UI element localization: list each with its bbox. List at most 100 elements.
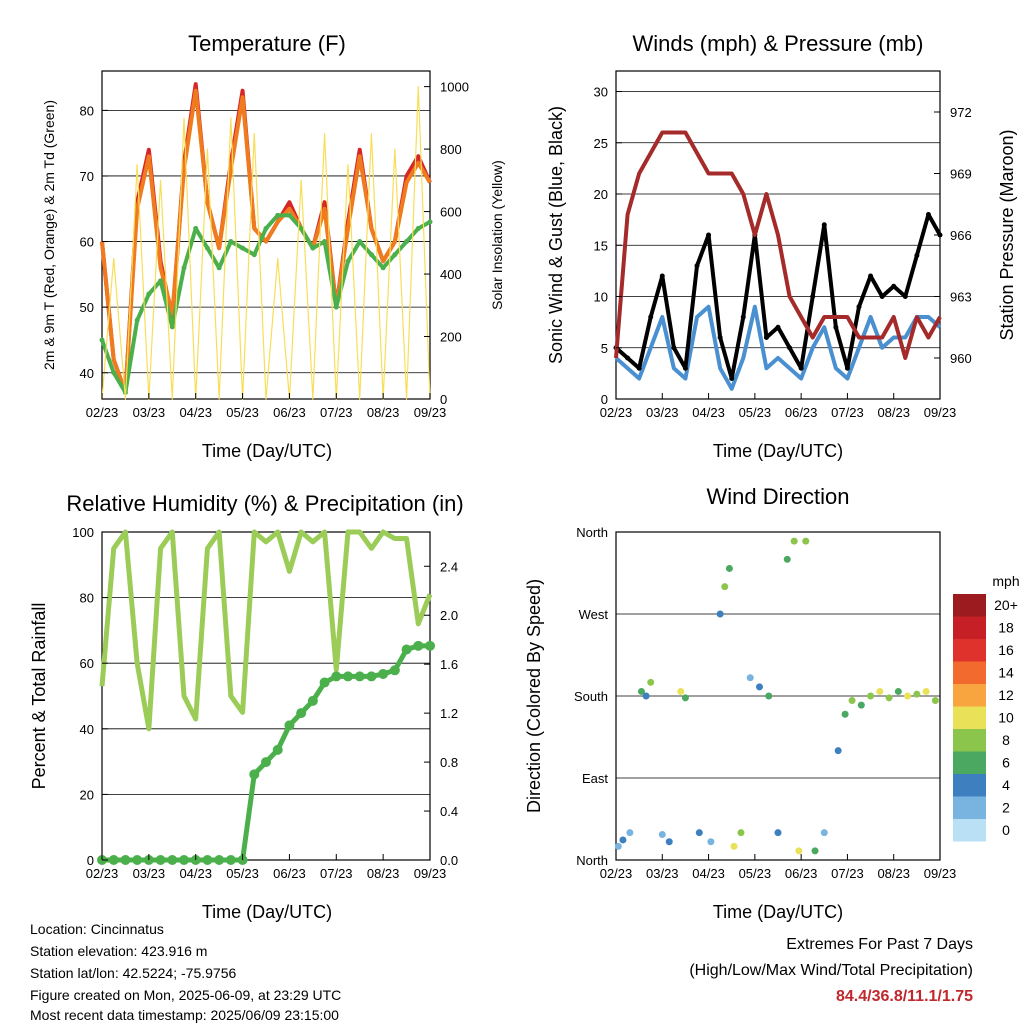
colorbar-label: 6 xyxy=(1002,755,1010,771)
data-point xyxy=(636,365,642,371)
x-tick-label: 02/23 xyxy=(86,866,119,881)
info-location: Location: Cincinnatus xyxy=(30,921,164,937)
data-point xyxy=(343,671,353,682)
direction-point xyxy=(695,829,703,837)
data-point xyxy=(179,855,189,865)
colorbar-label: 8 xyxy=(1002,732,1010,748)
y-tick-label: 20 xyxy=(594,187,608,202)
direction-point xyxy=(737,829,745,837)
data-point xyxy=(694,263,700,269)
colorbar-swatch xyxy=(953,729,986,752)
data-point xyxy=(415,225,421,231)
data-point xyxy=(286,212,292,218)
winds-panel: 0 5 10 15 20 25 30 960 963 966 969 972 02/23 03/23 04/… xyxy=(546,31,1017,461)
direction-point xyxy=(647,678,655,686)
data-point xyxy=(902,294,908,299)
y-tick-label: North xyxy=(576,853,608,868)
direction-point xyxy=(681,694,689,702)
y-tick-label: 40 xyxy=(80,366,94,381)
series-line-solar-insolation xyxy=(101,86,431,400)
direction-point xyxy=(894,687,902,695)
colorbar-swatch xyxy=(953,684,986,707)
data-point xyxy=(798,365,804,371)
series-line-9m-t xyxy=(100,88,432,395)
x-tick-label: 07/23 xyxy=(831,405,864,420)
data-point xyxy=(99,337,105,343)
y-tick-label: 60 xyxy=(80,656,94,671)
y2-tick-label: 600 xyxy=(440,205,462,220)
direction-point xyxy=(841,710,849,718)
data-point xyxy=(380,265,386,271)
y2-tick-label: 969 xyxy=(950,167,972,182)
direction-point xyxy=(755,683,763,691)
data-point xyxy=(810,294,816,299)
data-point xyxy=(354,671,365,682)
direction-point xyxy=(665,838,673,846)
x-tick-label: 05/23 xyxy=(226,866,259,881)
humidity-ylabel: Percent & Total Rainfall xyxy=(29,603,49,790)
colorbar-label: 20+ xyxy=(994,597,1018,613)
direction-point xyxy=(913,690,921,698)
winds-title: Winds (mph) & Pressure (mb) xyxy=(633,31,924,56)
data-point xyxy=(648,314,654,320)
data-point xyxy=(378,668,389,679)
info-elevation: Station elevation: 423.916 m xyxy=(30,943,208,959)
y2-tick-label: 800 xyxy=(440,142,462,157)
data-point xyxy=(275,212,281,218)
data-point xyxy=(225,855,236,865)
direction-point xyxy=(716,610,724,618)
y-tick-label: 80 xyxy=(80,591,94,606)
x-tick-label: 07/23 xyxy=(320,405,353,420)
data-point xyxy=(319,677,330,688)
colorbar-swatch xyxy=(953,594,986,617)
series-line-sonic-wind xyxy=(614,304,942,391)
direction-xlabel: Time (Day/UTC) xyxy=(713,902,843,922)
y-tick-label: 5 xyxy=(601,341,608,356)
data-point xyxy=(856,304,862,310)
humidity-panel: 0 20 40 60 80 100 0.0 0.4 0.8 1.2 1.6 2.0 2.4 02/23 03… xyxy=(29,491,464,922)
data-point xyxy=(331,671,342,682)
data-point xyxy=(272,744,283,755)
temperature-xlabel: Time (Day/UTC) xyxy=(202,441,332,461)
y-tick-label: 40 xyxy=(80,722,94,737)
winds-xlabel: Time (Day/UTC) xyxy=(713,441,843,461)
data-point xyxy=(204,245,210,251)
data-point xyxy=(425,640,435,651)
direction-point xyxy=(802,537,810,545)
humidity-xlabel: Time (Day/UTC) xyxy=(202,902,332,922)
data-point xyxy=(891,283,897,289)
x-tick-label: 06/23 xyxy=(785,866,818,881)
data-point xyxy=(146,291,152,297)
extremes-values: 84.4/36.8/11.1/1.75 xyxy=(835,988,973,1005)
data-point xyxy=(263,225,269,231)
direction-point xyxy=(904,692,912,700)
direction-point xyxy=(834,747,842,755)
y-tick-label: 50 xyxy=(80,300,94,315)
info-created: Figure created on Mon, 2025-06-09, at 23… xyxy=(30,987,342,1003)
colorbar-label: 18 xyxy=(998,620,1014,636)
x-tick-label: 09/23 xyxy=(924,866,957,881)
data-point xyxy=(169,324,175,330)
data-point xyxy=(120,855,131,865)
winds-ylabel: Sonic Wind & Gust (Blue, Black) xyxy=(546,106,566,364)
y-tick-label: East xyxy=(582,771,608,786)
data-point xyxy=(368,252,374,258)
x-tick-label: 03/23 xyxy=(646,405,679,420)
y-tick-label: 0 xyxy=(87,853,94,868)
x-tick-label: 04/23 xyxy=(692,866,725,881)
x-tick-label: 08/23 xyxy=(877,866,910,881)
direction-point xyxy=(677,687,685,695)
y2-tick-label: 0.8 xyxy=(440,755,458,770)
data-point xyxy=(193,225,199,231)
y-tick-label: 10 xyxy=(594,290,608,305)
colorbar-unit: mph xyxy=(992,573,1019,589)
data-point xyxy=(821,222,827,228)
data-point xyxy=(392,252,398,258)
x-tick-label: 08/23 xyxy=(367,405,400,420)
x-tick-label: 07/23 xyxy=(831,866,864,881)
data-point xyxy=(366,671,377,682)
colorbar-label: 10 xyxy=(998,710,1014,726)
direction-point xyxy=(746,674,754,682)
y-tick-label: North xyxy=(576,525,608,540)
